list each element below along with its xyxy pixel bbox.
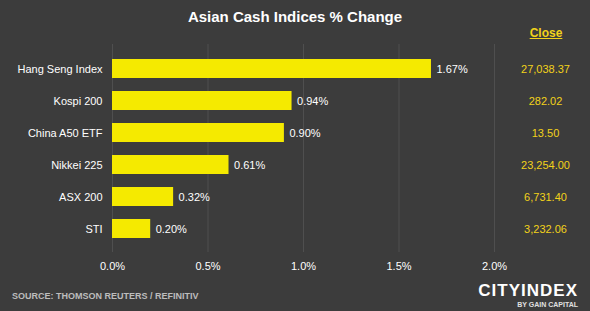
svg-text:STI: STI: [85, 223, 102, 235]
svg-text:0.0%: 0.0%: [100, 260, 125, 272]
svg-text:China A50 ETF: China A50 ETF: [28, 127, 103, 139]
svg-text:0.32%: 0.32%: [179, 191, 210, 203]
svg-text:23,254.00: 23,254.00: [521, 159, 570, 171]
svg-text:1.67%: 1.67%: [436, 63, 467, 75]
svg-text:0.61%: 0.61%: [234, 159, 265, 171]
svg-text:ASX 200: ASX 200: [59, 191, 102, 203]
svg-text:0.20%: 0.20%: [156, 223, 187, 235]
svg-text:1.5%: 1.5%: [386, 260, 411, 272]
svg-text:13.50: 13.50: [532, 127, 560, 139]
svg-text:Hang Seng Index: Hang Seng Index: [17, 63, 103, 75]
svg-text:0.90%: 0.90%: [289, 127, 320, 139]
svg-text:6,731.40: 6,731.40: [524, 191, 567, 203]
svg-text:0.5%: 0.5%: [195, 260, 220, 272]
svg-text:Kospi 200: Kospi 200: [54, 95, 103, 107]
svg-text:0.94%: 0.94%: [297, 95, 328, 107]
html-text:SOURCE: THOMSON REUTERS / REFI: SOURCE: THOMSON REUTERS / REFINITIV: [12, 291, 199, 301]
html-text:Asian Cash Indices % Change: Asian Cash Indices % Change: [187, 8, 403, 25]
html-text:Close: Close: [529, 26, 563, 40]
svg-text:Nikkei 225: Nikkei 225: [51, 159, 102, 171]
svg-text:282.02: 282.02: [529, 95, 563, 107]
svg-text:1.0%: 1.0%: [291, 260, 316, 272]
html-text:CITYINDEX: CITYINDEX: [478, 281, 578, 300]
svg-text:3,232.06: 3,232.06: [524, 223, 567, 235]
svg-text:2.0%: 2.0%: [482, 260, 507, 272]
svg-text:27,038.37: 27,038.37: [521, 63, 570, 75]
html-text:BY GAIN CAPITAL: BY GAIN CAPITAL: [517, 301, 578, 308]
